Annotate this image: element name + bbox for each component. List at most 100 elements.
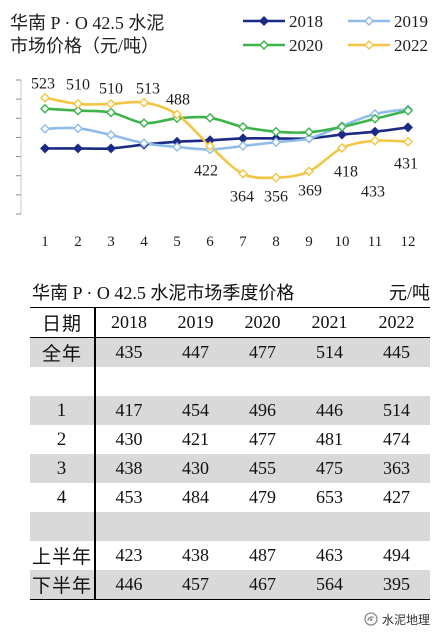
table-cell: 475	[296, 454, 363, 483]
x-tick-label: 10	[335, 234, 350, 250]
table-cell: 430	[115, 429, 143, 449]
table-header-row: 日期 2018 2019 2020 2021 2022	[30, 307, 430, 338]
table-cell: 474	[383, 429, 410, 449]
data-label-2022: 513	[136, 81, 160, 98]
table-cell: 417	[95, 396, 162, 425]
table-cell	[229, 367, 296, 396]
legend-label-2019: 2019	[394, 12, 428, 31]
table-cell: 514	[296, 337, 363, 367]
table-cell: 477	[249, 429, 276, 449]
legend-label-2018: 2018	[289, 12, 323, 31]
table-cell: 467	[229, 570, 296, 600]
data-label-2022: 422	[194, 163, 218, 180]
row-label: 2	[30, 425, 96, 454]
table-row-annual: 全年 435 447 477 514 445	[30, 337, 430, 367]
data-label-2022: 510	[66, 76, 90, 93]
table-caption: 华南 P · O 42.5 水泥市场季度价格 元/吨	[32, 282, 430, 306]
data-point-2018	[337, 129, 347, 140]
x-tick-label: 12	[401, 234, 416, 250]
table-cell: 435	[95, 337, 162, 367]
data-point-2018	[73, 143, 83, 154]
table-cell: 438	[95, 454, 162, 483]
data-point-2018	[106, 143, 116, 154]
chart-axes: 1 2 3 4 5 6 7 8 9 10 11 12	[16, 79, 416, 250]
table-cell: 446	[296, 396, 363, 425]
data-point-2018	[403, 122, 413, 133]
data-label-2022: 433	[361, 184, 385, 201]
legend-marker-2022	[364, 40, 374, 50]
table-cell	[363, 367, 430, 396]
legend-label-2020: 2020	[289, 36, 323, 55]
data-point-2020	[337, 121, 347, 132]
data-point-2022	[73, 98, 83, 109]
table-cell: 477	[229, 337, 296, 367]
data-point-2020	[271, 126, 281, 137]
data-label-2022: 523	[31, 76, 55, 93]
data-point-2019	[172, 142, 182, 152]
chart-legend: 2018 2019 2020 2022	[243, 12, 428, 55]
data-point-2022	[238, 168, 248, 179]
table-unit: 元/吨	[388, 283, 430, 303]
x-tick-label: 3	[107, 234, 115, 250]
x-tick-label: 9	[305, 234, 313, 250]
table-cell: 494	[383, 545, 410, 565]
table-cell: 421	[182, 429, 209, 449]
x-tick-label: 1	[41, 234, 49, 250]
table-cell: 564	[296, 570, 363, 600]
legend-label-2022: 2022	[394, 36, 428, 55]
data-point-2020	[40, 103, 50, 114]
table-cell: 453	[115, 487, 143, 507]
column-header-2021: 2021	[296, 307, 363, 338]
table-cell	[30, 512, 96, 541]
watermark-text: 水泥地理	[381, 612, 430, 627]
table-cell	[162, 512, 229, 541]
data-label-2022: 369	[298, 182, 322, 199]
table-cell: 479	[249, 487, 276, 507]
table-cell	[162, 367, 229, 396]
data-point-2020	[304, 127, 314, 138]
table-cell	[296, 367, 363, 396]
table-row-q2: 2 430 421 477 481 474	[30, 425, 430, 454]
x-tick-label: 5	[173, 234, 181, 250]
table-cell: 455	[229, 454, 296, 483]
data-label-2022: 488	[166, 92, 190, 109]
data-point-2022	[337, 142, 347, 153]
data-point-2022	[40, 92, 50, 103]
table-cell: 653	[316, 487, 343, 507]
table-cell: 496	[229, 396, 296, 425]
table-cell: 423	[115, 545, 143, 565]
watermark: 水泥地理	[364, 611, 430, 627]
chart-title-line-2: 市场价格（元/吨）	[10, 36, 159, 56]
table-cell: 446	[95, 570, 162, 600]
data-label-2022: 364	[230, 189, 254, 206]
data-point-2020	[106, 107, 116, 118]
table-cell: 395	[363, 570, 430, 600]
data-label-2022: 510	[99, 80, 123, 97]
data-point-2022	[139, 97, 149, 108]
data-point-2022	[106, 98, 116, 109]
data-point-2022	[172, 109, 182, 120]
table-cell: 454	[162, 396, 229, 425]
table-cell	[30, 367, 96, 396]
data-point-2019	[271, 137, 281, 148]
data-point-2022	[304, 166, 314, 177]
row-label: 4	[30, 483, 96, 512]
row-label: 3	[30, 454, 96, 483]
table-spacer-row	[30, 512, 430, 541]
data-point-2022	[205, 141, 215, 152]
data-label-2022: 356	[264, 189, 288, 206]
table-spacer-row	[30, 367, 430, 396]
table-cell: 481	[316, 429, 343, 449]
table-cell	[95, 367, 162, 396]
data-point-2020	[205, 112, 215, 123]
data-point-2020	[139, 118, 149, 129]
table-row-q4: 4 453 484 479 653 427	[30, 483, 430, 512]
table-cell: 447	[162, 337, 229, 367]
table-cell: 484	[182, 487, 209, 507]
column-header-2022: 2022	[363, 307, 430, 338]
row-label: 全年	[30, 337, 96, 367]
x-tick-label: 8	[272, 234, 280, 250]
column-header-2020: 2020	[229, 307, 296, 338]
